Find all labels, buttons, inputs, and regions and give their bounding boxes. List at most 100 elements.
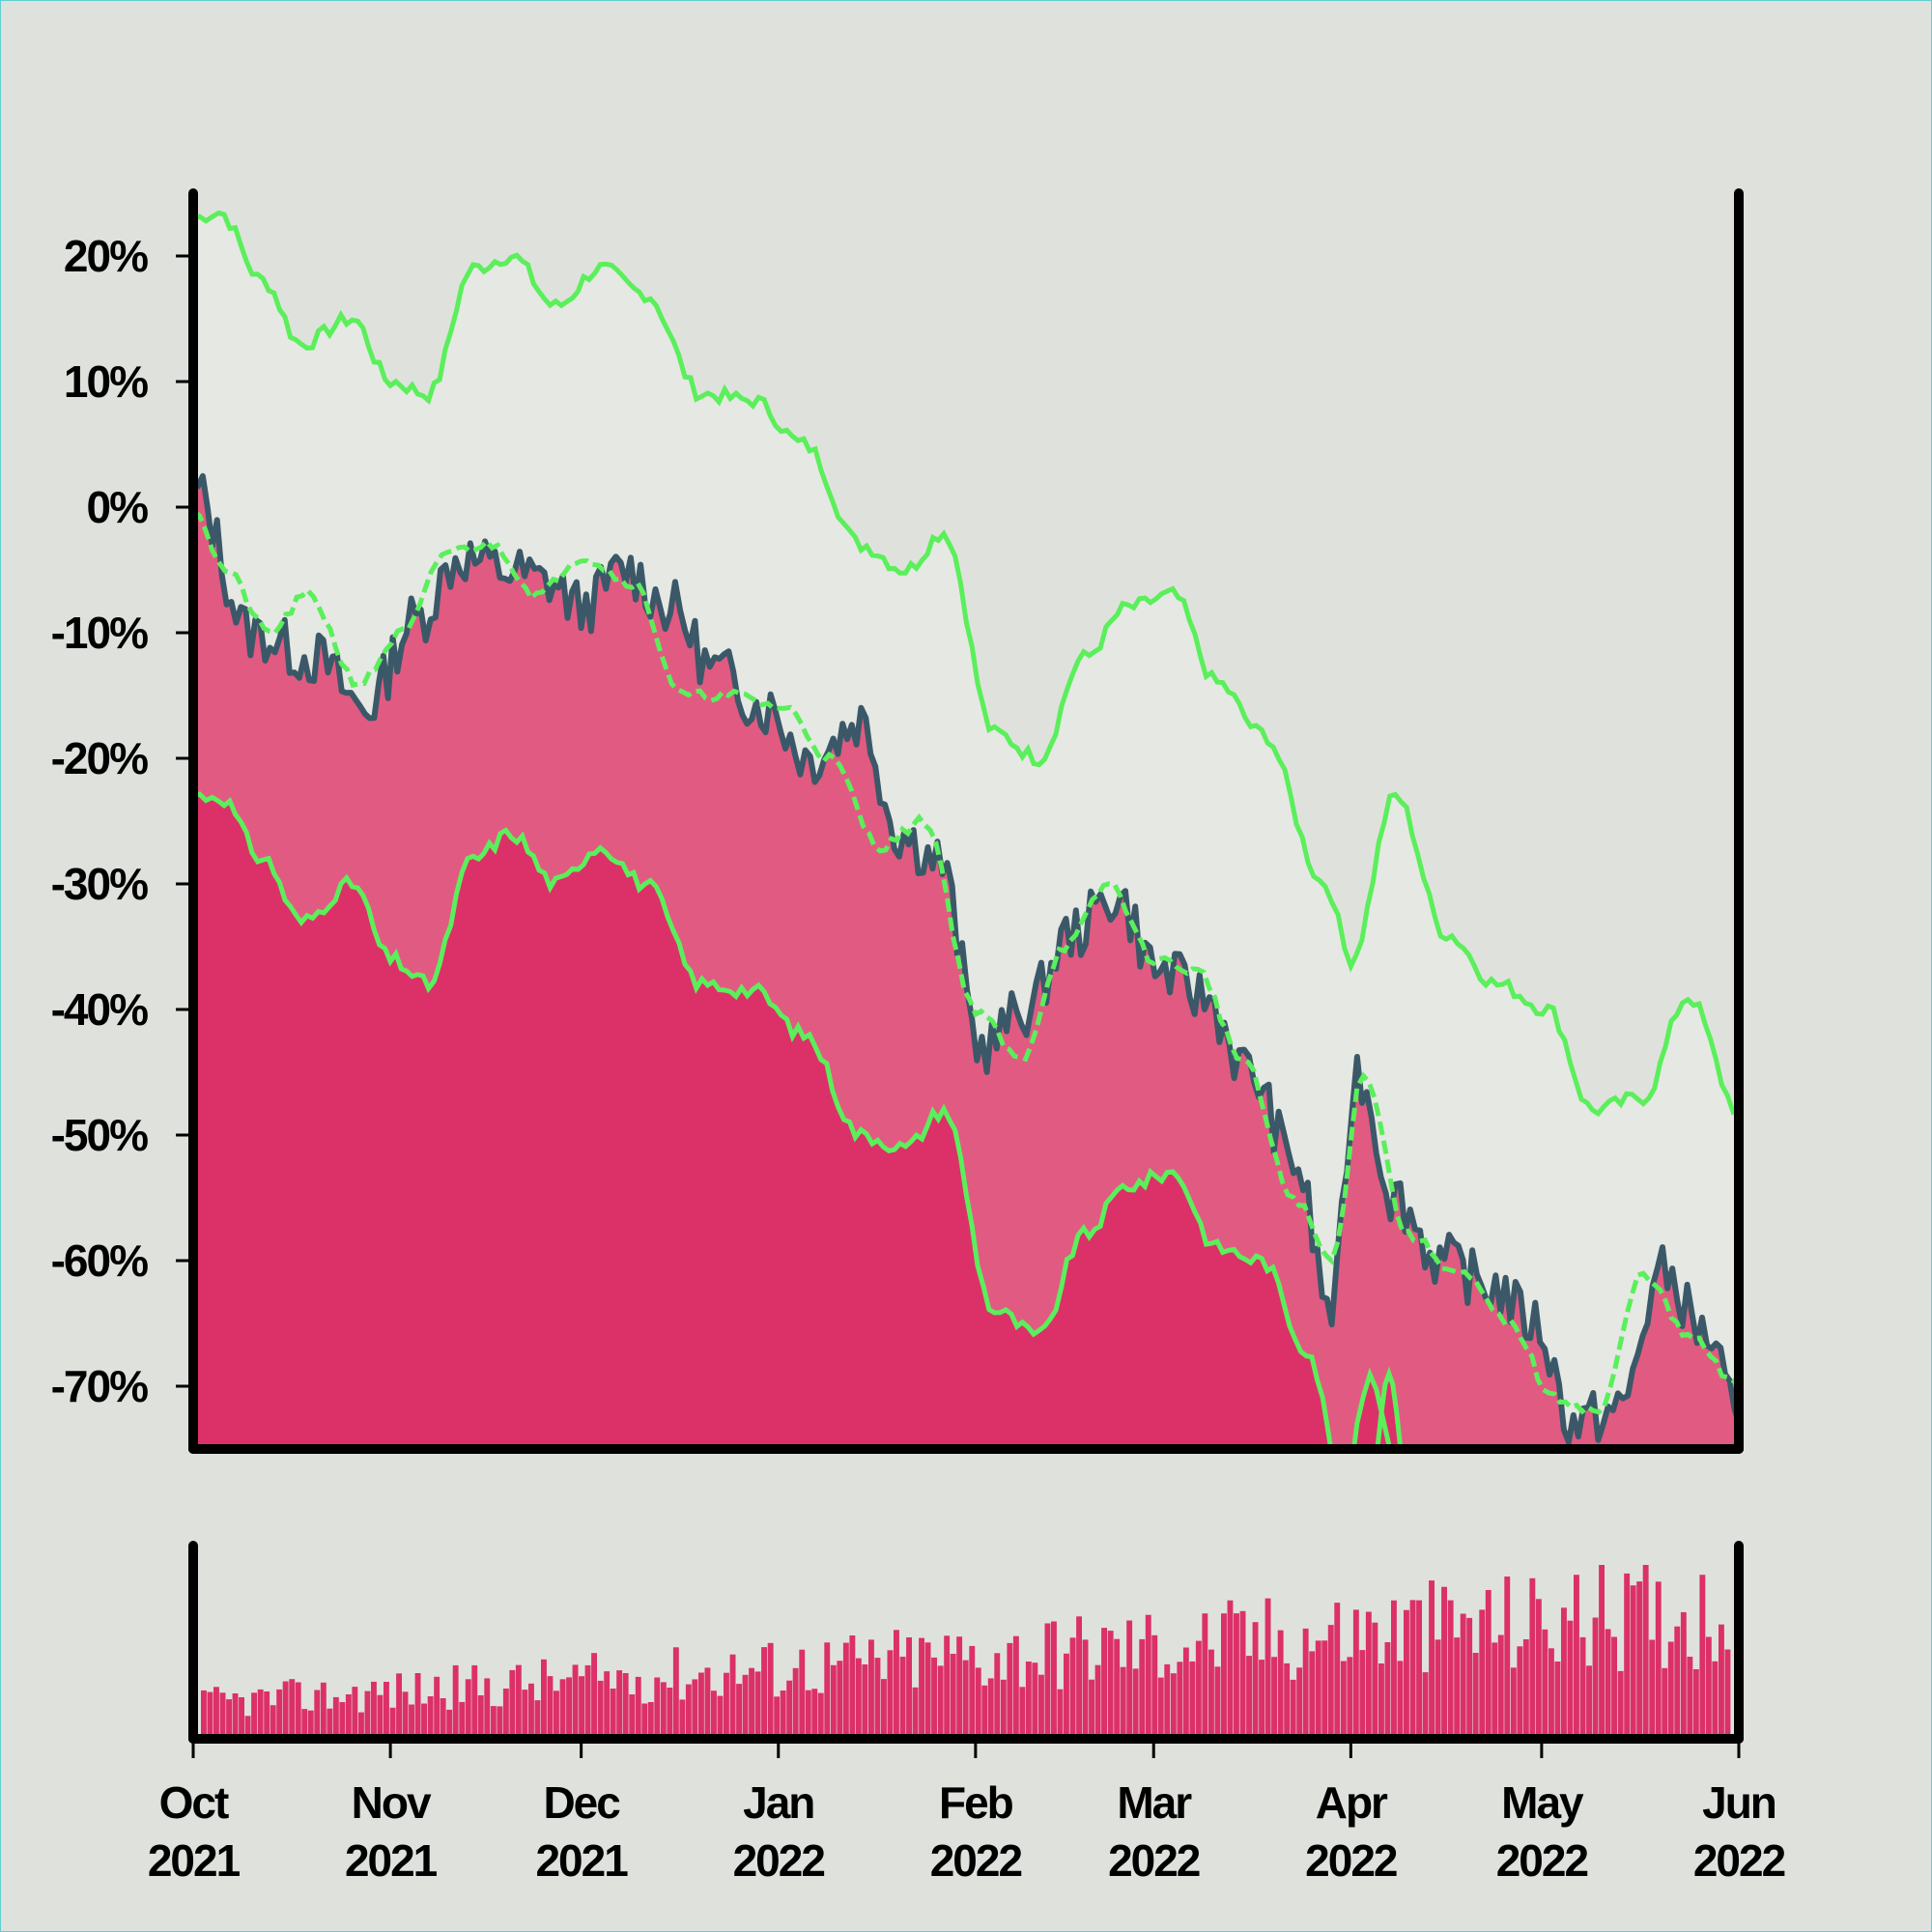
volume-bar <box>629 1694 636 1739</box>
volume-bar <box>1611 1636 1617 1739</box>
volume-bar <box>667 1688 673 1739</box>
volume-bar <box>264 1691 270 1739</box>
volume-bar <box>1044 1623 1051 1739</box>
volume-bar <box>1409 1600 1416 1739</box>
volume-bar <box>862 1664 868 1739</box>
volume-bar <box>1492 1642 1498 1739</box>
volume-bar <box>396 1673 402 1739</box>
volume-bar <box>226 1699 232 1739</box>
volume-bar <box>1032 1662 1038 1739</box>
volume-bar <box>817 1692 824 1739</box>
volume-bar <box>1574 1575 1579 1739</box>
volume-bar <box>1114 1638 1121 1739</box>
volume-bar <box>711 1690 717 1739</box>
volume-bar <box>1586 1665 1592 1739</box>
volume-bar <box>780 1690 786 1739</box>
volume-bar <box>384 1682 389 1739</box>
volume-bar <box>906 1637 912 1739</box>
volume-bar <box>1404 1609 1409 1739</box>
volume-bar <box>944 1635 951 1739</box>
volume-bar <box>414 1673 421 1739</box>
x-tick-label-month: Jan <box>743 1777 813 1828</box>
drawdown-line <box>193 472 1739 1445</box>
volume-bar <box>969 1645 976 1739</box>
volume-bar <box>1126 1620 1133 1739</box>
volume-bar <box>1384 1642 1391 1739</box>
x-tick-label-year: 2021 <box>535 1835 628 1886</box>
volume-bar <box>1239 1610 1246 1739</box>
x-tick-label-year: 2021 <box>345 1835 438 1886</box>
x-tick-label-year: 2022 <box>1305 1835 1397 1886</box>
volume-bar <box>1107 1631 1114 1739</box>
volume-bar <box>559 1679 566 1739</box>
volume-bar <box>502 1689 509 1739</box>
volume-bar <box>528 1683 534 1739</box>
lower-band-area <box>193 794 1403 1449</box>
volume-bar <box>1302 1628 1309 1739</box>
x-tick-label-month: Dec <box>543 1777 620 1828</box>
volume-bar <box>956 1636 963 1739</box>
volume-bar <box>742 1674 749 1739</box>
volume-bar <box>1460 1613 1466 1739</box>
volume-bar <box>641 1703 648 1739</box>
volume-bar <box>1517 1646 1523 1739</box>
y-tick-label: -70% <box>51 1361 148 1411</box>
x-tick-label-year: 2022 <box>930 1835 1022 1886</box>
volume-bar <box>421 1703 427 1739</box>
volume-bar <box>805 1690 811 1739</box>
volume-bar <box>219 1692 226 1739</box>
volume-bar <box>434 1676 440 1739</box>
volume-bar <box>736 1684 742 1739</box>
volume-bar <box>919 1637 924 1739</box>
volume-bar <box>509 1669 516 1739</box>
volume-bar <box>604 1671 611 1739</box>
volume-bar <box>622 1673 629 1739</box>
volume-bar <box>1214 1666 1221 1739</box>
volume-bar <box>1712 1661 1719 1739</box>
volume-bar <box>409 1704 414 1739</box>
volume-bar <box>647 1702 654 1739</box>
volume-bar <box>1542 1629 1548 1739</box>
volume-bar <box>1259 1660 1264 1739</box>
volume-bar <box>1548 1648 1554 1739</box>
volume-bar <box>1605 1629 1611 1739</box>
volume-bar <box>490 1706 497 1739</box>
plot-area <box>193 210 1739 1449</box>
volume-bar <box>1435 1639 1441 1739</box>
volume-bar <box>1692 1669 1699 1739</box>
volume-bar <box>327 1708 333 1739</box>
volume-bar <box>842 1642 849 1739</box>
volume-bar <box>887 1650 894 1739</box>
volume-bar <box>358 1712 364 1739</box>
volume-bar <box>572 1664 579 1739</box>
volume-bar <box>1057 1689 1064 1739</box>
volume-bar <box>1246 1656 1252 1739</box>
volume-bar <box>402 1691 409 1739</box>
volume-bar <box>774 1696 781 1739</box>
y-tick-label: 20% <box>64 231 148 281</box>
volume-bar <box>698 1672 704 1739</box>
volume-bar <box>1120 1666 1126 1739</box>
x-tick-label-year: 2022 <box>733 1835 825 1886</box>
upper-band-line <box>193 210 1739 1118</box>
y-tick-label: 0% <box>87 482 149 532</box>
volume-bar <box>1416 1600 1422 1739</box>
x-tick-label-year: 2022 <box>1693 1835 1785 1886</box>
volume-bar <box>1076 1616 1082 1739</box>
volume-bar <box>1252 1622 1259 1739</box>
x-tick-label-year: 2022 <box>1108 1835 1200 1886</box>
volume-bar <box>1687 1657 1693 1739</box>
volume-bar <box>824 1642 831 1739</box>
volume-bar <box>635 1676 641 1739</box>
volume-bar <box>855 1658 862 1739</box>
x-tick-label-month: May <box>1501 1777 1584 1828</box>
volume-bar <box>534 1700 541 1739</box>
volume-bar <box>541 1659 547 1739</box>
volume-bar <box>1636 1581 1643 1739</box>
volume-bar <box>352 1687 358 1739</box>
volume-bar <box>749 1667 754 1739</box>
volume-bar <box>459 1701 466 1739</box>
drawdown-plot <box>193 210 1739 1449</box>
volume-bar <box>799 1649 806 1739</box>
volume-bar <box>257 1689 264 1739</box>
